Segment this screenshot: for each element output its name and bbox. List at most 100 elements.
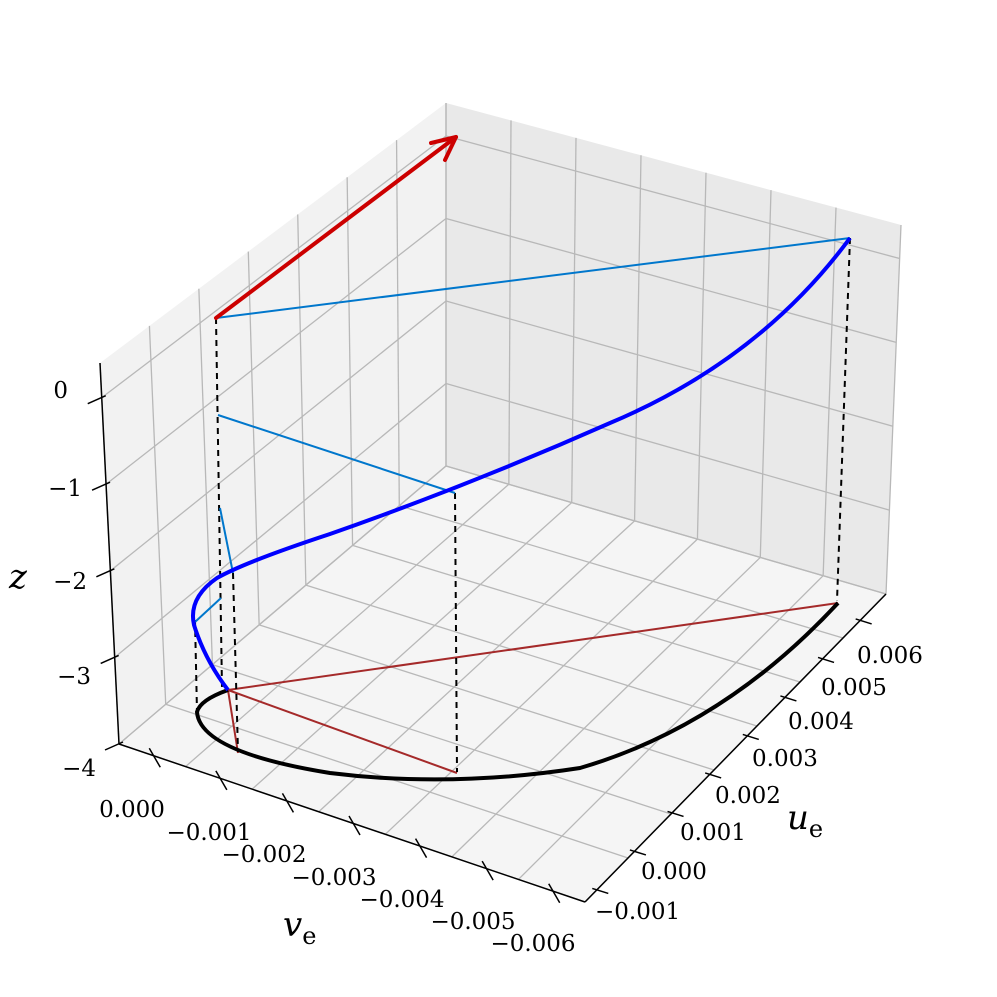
grid-line	[251, 502, 573, 790]
grid-line	[384, 538, 698, 835]
z-tick-label: −2	[53, 569, 87, 595]
floor-lines	[227, 602, 839, 774]
grid-line	[109, 300, 447, 572]
x-tick-label: 0.000	[641, 859, 707, 885]
floor-line	[227, 689, 458, 774]
surface-arrow-shaft	[214, 135, 458, 320]
level-lines	[194, 237, 851, 623]
grid-line	[114, 382, 447, 658]
surface-wind-arrow	[214, 135, 458, 320]
y-tick	[414, 838, 428, 858]
x-tick	[780, 695, 797, 702]
y-tick-label: −0.001	[166, 820, 251, 846]
grid-line	[165, 703, 629, 859]
z-tick	[100, 654, 119, 665]
x-tick-label: 0.003	[752, 746, 818, 772]
z-tick-label: −3	[57, 664, 91, 690]
grid-line	[451, 556, 761, 858]
x-tick-label: 0.005	[821, 675, 887, 701]
hodograph-curve	[194, 601, 840, 782]
z-tick-label: 0	[53, 378, 68, 404]
back-pane-left	[100, 103, 446, 744]
y-tick	[348, 815, 361, 836]
grid-line	[346, 177, 354, 546]
level-line	[217, 414, 456, 494]
grid-line	[445, 217, 897, 344]
level-line	[219, 507, 234, 574]
back-pane-right	[446, 103, 901, 594]
grid-line	[148, 325, 167, 705]
z-tick	[104, 741, 124, 751]
z-tick	[91, 481, 111, 491]
y-axis-label: ve	[283, 905, 316, 950]
tick-marks	[87, 394, 872, 904]
drop-line	[232, 572, 239, 753]
z-tick-label: −1	[48, 476, 82, 502]
grid-line	[297, 214, 307, 586]
x-tick	[704, 772, 722, 779]
grid-line	[101, 135, 447, 399]
grid-line	[445, 465, 887, 595]
y-tick	[281, 793, 295, 813]
grid-line	[517, 575, 824, 880]
x-tick	[742, 733, 760, 741]
y-tick	[148, 747, 161, 768]
z-axis-label: z	[8, 557, 28, 597]
z-tick	[87, 394, 107, 405]
grid-line	[759, 190, 772, 558]
grid-line	[198, 288, 214, 665]
level-line	[194, 597, 222, 623]
z-axis-spine	[99, 362, 120, 745]
grid-line	[885, 224, 902, 595]
x-axis-label: ue	[787, 798, 823, 843]
grid-line	[305, 584, 758, 727]
y-tick-label: −0.006	[490, 931, 575, 957]
floor-line	[227, 689, 239, 754]
y-tick-label: −0.002	[221, 842, 306, 868]
x-axis-label-main: u	[787, 798, 809, 838]
y-tick-label: 0.000	[99, 797, 165, 823]
y-tick-labels: 0.000 −0.001 −0.002 −0.003 −0.004 −0.005…	[99, 797, 575, 957]
x-tick-label: −0.001	[595, 899, 680, 925]
z-tick	[96, 568, 115, 578]
grid-line	[445, 382, 890, 511]
grid-line	[318, 520, 636, 813]
grid-line	[508, 120, 512, 485]
drop-line	[836, 237, 851, 602]
x-tick-labels: −0.001 0.000 0.001 0.002 0.003 0.004 0.0…	[595, 643, 923, 925]
x-tick-label: 0.004	[788, 709, 854, 735]
drop-line	[194, 619, 198, 713]
x-tick-label: 0.001	[680, 820, 746, 846]
y-axis-label-main: v	[283, 905, 302, 945]
grid-line	[352, 544, 801, 683]
x-tick	[817, 656, 835, 664]
surface-arrow-head	[429, 135, 458, 162]
x-tick	[855, 618, 872, 625]
ekman-spiral-curve	[191, 236, 852, 692]
y-tick-label: −0.005	[430, 909, 515, 935]
grid-line	[633, 155, 642, 521]
grid-line	[822, 207, 837, 576]
x-tick-label: 0.006	[857, 643, 923, 669]
grid-line	[445, 300, 893, 427]
grid-line	[212, 663, 672, 815]
y-tick	[548, 883, 561, 904]
y-tick-label: −0.003	[291, 865, 376, 891]
x-tick	[592, 887, 609, 895]
y-tick	[215, 770, 228, 791]
drop-line	[215, 317, 223, 689]
x-tick	[629, 849, 647, 856]
floor-pane	[119, 466, 886, 902]
y-axis-spine	[118, 743, 586, 903]
y-axis-label-subscript: e	[302, 922, 316, 950]
level-line	[215, 237, 851, 319]
y-tick	[481, 860, 494, 881]
grid-line	[105, 217, 447, 485]
z-tick-label: −4	[62, 756, 96, 782]
y-tick-label: −0.004	[359, 887, 444, 913]
drop-line	[454, 492, 458, 773]
grid-line	[445, 135, 900, 260]
x-tick	[667, 810, 684, 818]
x-axis-label-subscript: e	[809, 815, 823, 843]
